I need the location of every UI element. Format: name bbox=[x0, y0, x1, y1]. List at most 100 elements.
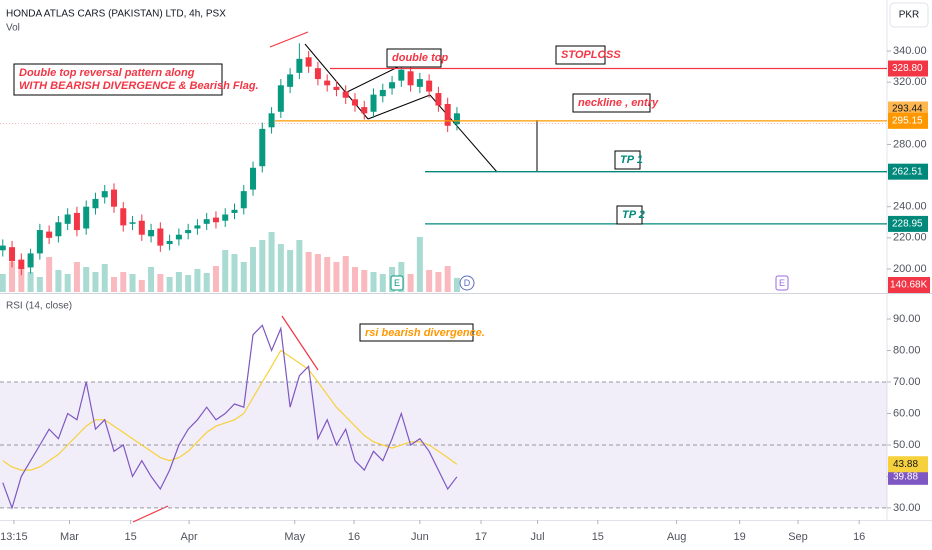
annotation-text: TP 2 bbox=[622, 209, 645, 221]
volume-bar bbox=[407, 274, 414, 292]
volume-bar bbox=[64, 274, 71, 292]
volume-bar bbox=[277, 244, 284, 292]
pattern-line bbox=[429, 94, 498, 173]
candle-body bbox=[333, 86, 340, 90]
candle-body bbox=[36, 230, 43, 254]
candle-body bbox=[435, 93, 442, 106]
candle-body bbox=[268, 113, 275, 128]
x-tick-label: 17 bbox=[475, 531, 487, 543]
volume-bar bbox=[342, 256, 349, 292]
candle-body bbox=[453, 113, 460, 125]
annotation-box bbox=[616, 205, 643, 225]
candle-body bbox=[389, 82, 396, 89]
candle-body bbox=[305, 57, 312, 67]
x-tick-label: May bbox=[284, 531, 305, 543]
volume-bar bbox=[148, 267, 155, 292]
volume-bar bbox=[426, 270, 433, 292]
volume-bar bbox=[9, 262, 16, 292]
candle-body bbox=[9, 247, 16, 262]
pattern-line bbox=[342, 66, 399, 95]
volume-bar bbox=[166, 277, 173, 292]
volume-bar bbox=[157, 274, 164, 292]
candle-body bbox=[407, 71, 414, 86]
y-tick-label: 50.00 bbox=[893, 439, 921, 451]
candle-body bbox=[231, 209, 238, 213]
candle-body bbox=[444, 103, 451, 126]
volume-bar bbox=[444, 266, 451, 292]
event-marker bbox=[390, 275, 404, 291]
candle-body bbox=[416, 79, 423, 87]
volume-bar bbox=[250, 247, 257, 292]
y-tick-label: 70.00 bbox=[893, 376, 921, 388]
x-tick-label: Jun bbox=[411, 531, 429, 543]
rsi-value-tag bbox=[888, 456, 928, 473]
rsi-line bbox=[2, 324, 458, 510]
volume-bar bbox=[333, 262, 340, 292]
volume-bar bbox=[305, 252, 312, 292]
event-marker bbox=[775, 275, 789, 291]
candle-body bbox=[296, 58, 303, 73]
volume-bar bbox=[268, 232, 275, 292]
x-tick-label: Apr bbox=[181, 531, 198, 543]
x-tick-label: 13:15 bbox=[0, 531, 28, 543]
volume-bar bbox=[361, 270, 368, 292]
candle-body bbox=[240, 191, 247, 209]
currency-label[interactable]: PKR bbox=[899, 10, 920, 21]
volume-bar bbox=[416, 237, 423, 292]
volume-bar bbox=[324, 257, 331, 292]
y-tick-label: 340.00 bbox=[893, 45, 927, 57]
x-tick-label: 16 bbox=[853, 531, 865, 543]
candle-body bbox=[129, 222, 136, 224]
candle-body bbox=[250, 167, 257, 190]
last-price-tag bbox=[888, 101, 928, 117]
x-tick-label: Sep bbox=[788, 531, 808, 543]
level-label: 295.15 bbox=[892, 116, 923, 127]
x-tick-label: 15 bbox=[125, 531, 137, 543]
candle-body bbox=[92, 198, 99, 209]
rsi-line bbox=[2, 349, 458, 471]
candle-body bbox=[27, 253, 34, 268]
y-tick-label: 60.00 bbox=[893, 407, 921, 419]
volume-bar bbox=[296, 240, 303, 292]
volume-bar bbox=[379, 274, 386, 292]
volume-bar bbox=[73, 262, 80, 292]
y-tick-label: 80.00 bbox=[893, 344, 921, 356]
y-tick-label: 200.00 bbox=[893, 263, 927, 275]
candle-body bbox=[342, 91, 349, 98]
candle-body bbox=[212, 217, 219, 223]
volume-tag bbox=[888, 277, 930, 293]
event-label: D bbox=[464, 278, 471, 288]
x-tick-label: 19 bbox=[734, 531, 746, 543]
volume-bar bbox=[203, 273, 210, 292]
pattern-line bbox=[367, 94, 431, 120]
drawings bbox=[132, 31, 538, 523]
candle-body bbox=[203, 219, 210, 224]
currency-button[interactable] bbox=[889, 2, 929, 28]
candle-body bbox=[351, 99, 358, 106]
volume-bar bbox=[453, 277, 460, 292]
volume-bar bbox=[370, 272, 377, 292]
volume-bar bbox=[129, 274, 136, 292]
volume-title: Vol bbox=[6, 23, 20, 34]
symbol-title: HONDA ATLAS CARS (PAKISTAN) LTD, 4h, PSX bbox=[6, 9, 226, 20]
y-tick-label: 220.00 bbox=[893, 232, 927, 244]
candle-body bbox=[166, 240, 173, 245]
candle-body bbox=[426, 80, 433, 92]
volume-bar bbox=[101, 264, 108, 292]
volume-bar bbox=[212, 266, 219, 292]
volume-bar bbox=[111, 277, 118, 292]
volume-bar bbox=[259, 240, 266, 292]
annotation-text: STOPLOSS bbox=[561, 49, 621, 61]
event-label: E bbox=[779, 278, 785, 288]
x-tick-label: Jul bbox=[531, 531, 545, 543]
annotation-text: double top bbox=[392, 52, 448, 64]
y-tick-label: 280.00 bbox=[893, 138, 927, 150]
volume-bar bbox=[314, 254, 321, 292]
candle-body bbox=[73, 212, 80, 231]
level-tag bbox=[888, 112, 928, 129]
candle-body bbox=[185, 230, 192, 234]
volume-bar bbox=[351, 267, 358, 292]
candle-body bbox=[148, 230, 155, 237]
